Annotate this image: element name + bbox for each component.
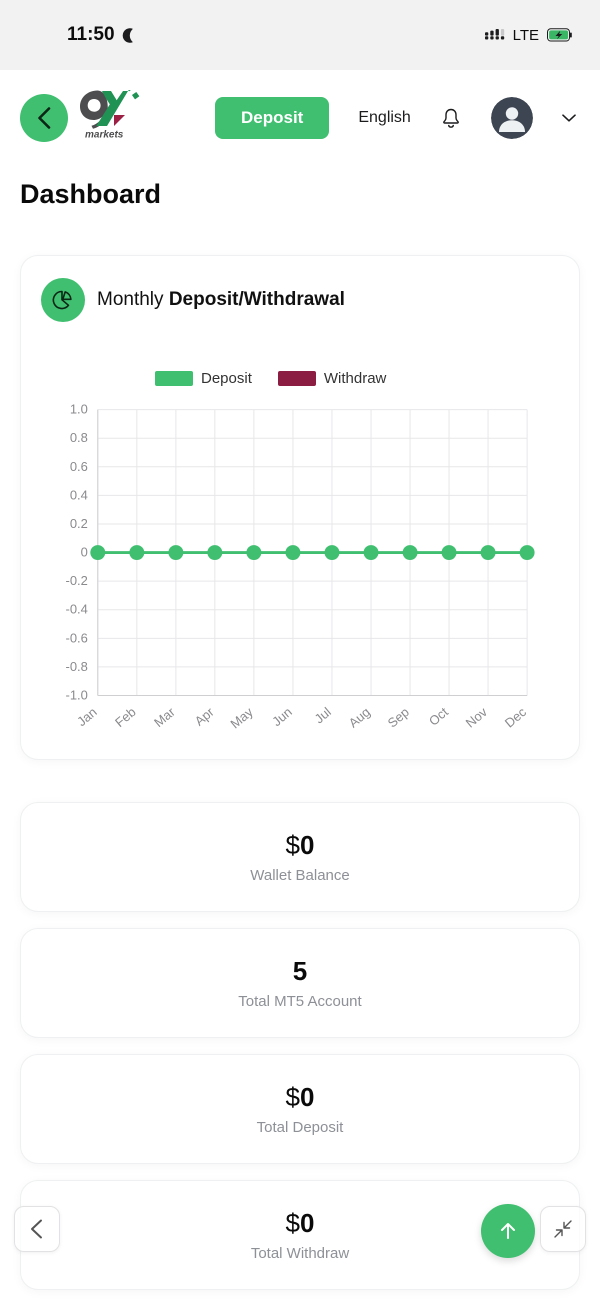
svg-text:Feb: Feb: [112, 704, 139, 730]
svg-text:-0.2: -0.2: [66, 573, 88, 588]
svg-text:Oct: Oct: [426, 704, 451, 729]
svg-text:Jan: Jan: [74, 704, 100, 729]
svg-text:Apr: Apr: [192, 704, 218, 729]
svg-text:0.6: 0.6: [70, 459, 88, 474]
svg-text:1.0: 1.0: [70, 402, 88, 417]
svg-text:Sep: Sep: [385, 704, 412, 730]
svg-text:0.4: 0.4: [70, 487, 88, 502]
svg-text:May: May: [227, 704, 256, 732]
svg-text:-0.8: -0.8: [66, 659, 88, 674]
svg-text:Dec: Dec: [502, 704, 530, 731]
svg-text:-1.0: -1.0: [66, 687, 88, 702]
svg-text:markets: markets: [85, 130, 124, 141]
svg-text:0.2: 0.2: [70, 516, 88, 531]
svg-text:0.8: 0.8: [70, 430, 88, 445]
svg-text:Jun: Jun: [269, 704, 295, 729]
svg-text:-0.4: -0.4: [66, 602, 88, 617]
svg-text:Jul: Jul: [312, 704, 334, 726]
svg-text:0: 0: [81, 545, 88, 560]
svg-text:Mar: Mar: [151, 704, 178, 730]
svg-text:-0.6: -0.6: [66, 630, 88, 645]
svg-text:Aug: Aug: [346, 704, 373, 730]
svg-text:Nov: Nov: [463, 704, 491, 731]
